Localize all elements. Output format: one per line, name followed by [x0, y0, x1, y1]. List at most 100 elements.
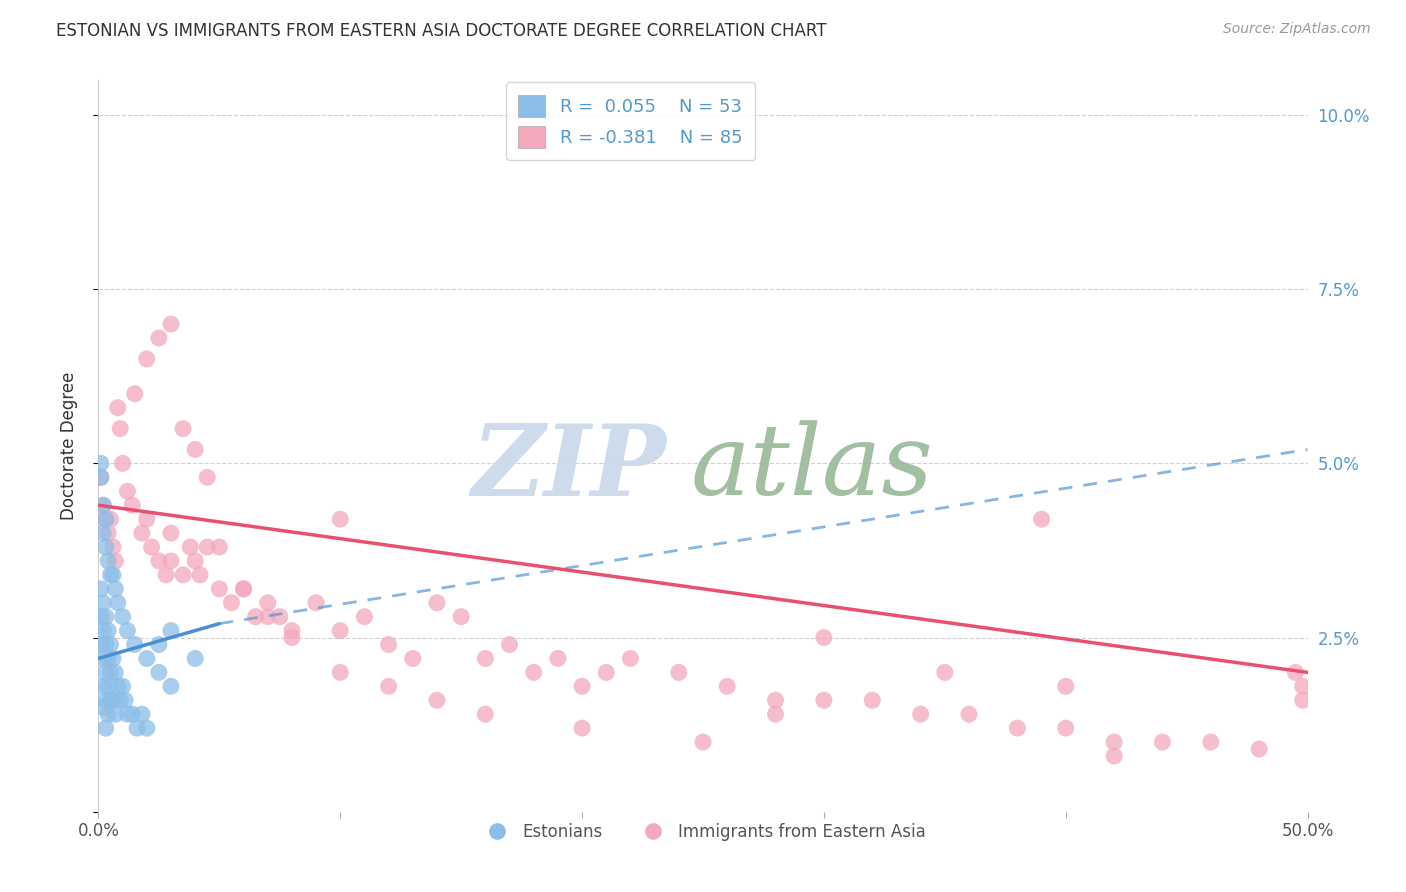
Point	[571, 721, 593, 735]
Text: Source: ZipAtlas.com: Source: ZipAtlas.com	[1223, 22, 1371, 37]
Point	[94, 512, 117, 526]
Point	[269, 609, 291, 624]
Point	[813, 631, 835, 645]
Point	[135, 721, 157, 735]
Point	[523, 665, 546, 680]
Point	[131, 707, 153, 722]
Point	[160, 624, 183, 638]
Point	[91, 700, 114, 714]
Point	[90, 638, 112, 652]
Point	[245, 609, 267, 624]
Point	[160, 526, 183, 541]
Point	[97, 554, 120, 568]
Point	[402, 651, 425, 665]
Point	[100, 693, 122, 707]
Point	[90, 470, 112, 484]
Point	[97, 651, 120, 665]
Point	[104, 707, 127, 722]
Point	[619, 651, 641, 665]
Point	[860, 693, 883, 707]
Point	[121, 498, 143, 512]
Point	[716, 679, 738, 693]
Point	[1152, 735, 1174, 749]
Point	[232, 582, 254, 596]
Point	[184, 442, 207, 457]
Point	[160, 554, 183, 568]
Point	[91, 651, 114, 665]
Point	[94, 693, 117, 707]
Point	[131, 526, 153, 541]
Y-axis label: Doctorate Degree: Doctorate Degree	[59, 372, 77, 520]
Point	[208, 582, 231, 596]
Point	[111, 679, 134, 693]
Point	[90, 457, 112, 471]
Point	[184, 554, 207, 568]
Legend: Estonians, Immigrants from Eastern Asia: Estonians, Immigrants from Eastern Asia	[474, 816, 932, 847]
Point	[91, 596, 114, 610]
Point	[813, 693, 835, 707]
Point	[195, 540, 218, 554]
Point	[135, 512, 157, 526]
Point	[957, 707, 980, 722]
Point	[127, 721, 149, 735]
Point	[765, 707, 787, 722]
Point	[1054, 721, 1077, 735]
Point	[1102, 735, 1125, 749]
Point	[117, 484, 139, 499]
Point	[104, 582, 127, 596]
Point	[474, 707, 496, 722]
Point	[94, 665, 117, 680]
Point	[100, 638, 122, 652]
Point	[135, 351, 157, 366]
Point	[1292, 693, 1315, 707]
Point	[107, 401, 129, 415]
Point	[121, 707, 143, 722]
Point	[111, 457, 134, 471]
Point	[160, 317, 183, 331]
Point	[1249, 742, 1271, 756]
Point	[148, 331, 170, 345]
Point	[188, 567, 211, 582]
Point	[179, 540, 201, 554]
Point	[94, 609, 117, 624]
Point	[104, 554, 127, 568]
Point	[1199, 735, 1222, 749]
Point	[474, 651, 496, 665]
Point	[94, 638, 117, 652]
Point	[450, 609, 472, 624]
Point	[117, 624, 139, 638]
Point	[692, 735, 714, 749]
Point	[101, 693, 124, 707]
Point	[910, 707, 932, 722]
Point	[353, 609, 375, 624]
Point	[1054, 679, 1077, 693]
Point	[117, 707, 139, 722]
Point	[281, 631, 304, 645]
Point	[329, 512, 352, 526]
Point	[91, 679, 114, 693]
Point	[107, 596, 129, 610]
Point	[100, 665, 122, 680]
Point	[124, 638, 146, 652]
Point	[1102, 749, 1125, 764]
Point	[100, 567, 122, 582]
Point	[668, 665, 690, 680]
Text: ESTONIAN VS IMMIGRANTS FROM EASTERN ASIA DOCTORATE DEGREE CORRELATION CHART: ESTONIAN VS IMMIGRANTS FROM EASTERN ASIA…	[56, 22, 827, 40]
Point	[377, 679, 399, 693]
Point	[1031, 512, 1053, 526]
Point	[160, 679, 183, 693]
Point	[101, 567, 124, 582]
Point	[91, 498, 114, 512]
Point	[934, 665, 956, 680]
Point	[329, 624, 352, 638]
Point	[90, 609, 112, 624]
Point	[148, 638, 170, 652]
Point	[108, 693, 131, 707]
Point	[1292, 679, 1315, 693]
Point	[221, 596, 243, 610]
Point	[107, 679, 129, 693]
Point	[426, 693, 449, 707]
Point	[97, 707, 120, 722]
Point	[108, 421, 131, 435]
Point	[329, 665, 352, 680]
